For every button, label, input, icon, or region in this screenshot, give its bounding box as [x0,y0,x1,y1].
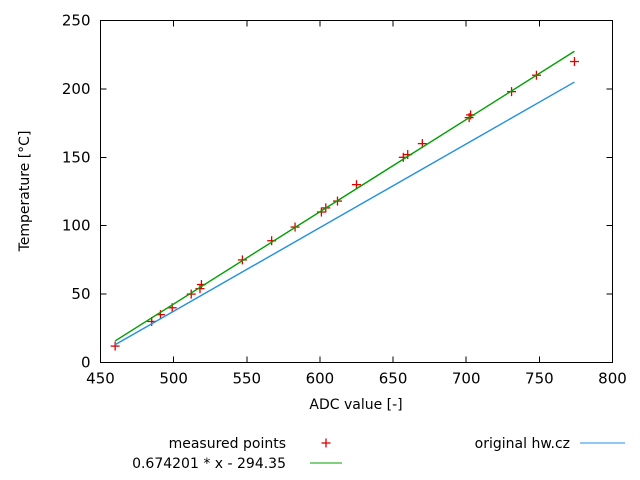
y-tick-label: 0 [81,354,91,372]
x-tick-label: 650 [379,370,408,388]
x-tick-label: 800 [598,370,627,388]
x-tick-label: 450 [86,370,115,388]
y-axis-title: Temperature [°C] [17,131,33,253]
x-tick-label: 500 [159,370,188,388]
x-tick-label: 600 [306,370,335,388]
legend-label: 0.674201 * x - 294.35 [132,456,286,472]
legend-label: original hw.cz [475,436,570,452]
y-tick-label: 150 [62,148,91,166]
x-axis-title: ADC value [-] [309,397,402,413]
data-series-group [110,50,579,351]
y-tick-label: 50 [71,285,90,303]
x-tick-label: 550 [232,370,261,388]
x-axis-tick-labels: 450 500 550 600 650 700 750 800 [86,370,627,388]
x-tick-label: 750 [525,370,554,388]
series-line-fit [114,50,575,342]
series-line-original [114,81,575,346]
x-tick-label: 700 [452,370,481,388]
legend: measured points 0.674201 * x - 294.35 orig… [132,436,625,472]
axis-tickmarks [100,20,613,363]
y-tick-label: 200 [62,80,91,98]
y-axis-tick-labels: 0 50 100 150 200 250 [62,12,91,372]
legend-label: measured points [169,436,286,452]
y-tick-label: 250 [62,12,91,30]
y-tick-label: 100 [62,217,91,235]
plot-frame [100,20,613,363]
